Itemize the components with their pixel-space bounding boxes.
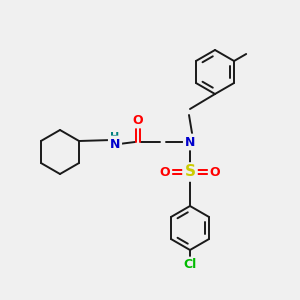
Text: H: H: [110, 132, 120, 142]
Text: S: S: [184, 164, 196, 179]
Text: N: N: [110, 137, 120, 151]
Text: N: N: [185, 136, 195, 148]
Text: O: O: [160, 166, 170, 178]
Text: O: O: [210, 166, 220, 178]
Text: O: O: [133, 113, 143, 127]
Text: Cl: Cl: [183, 259, 196, 272]
